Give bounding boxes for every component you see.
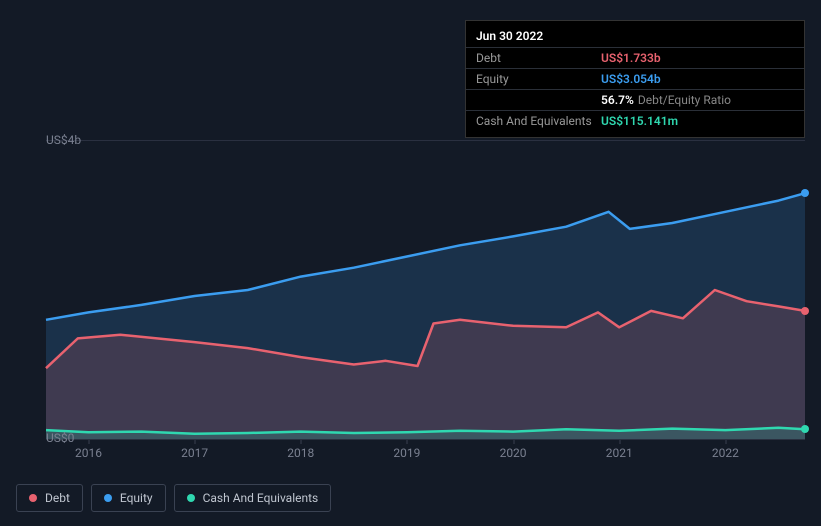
tooltip-row: DebtUS$1.733b [466, 47, 804, 68]
tooltip-row: 56.7%Debt/Equity Ratio [466, 89, 804, 110]
tooltip-row-label [476, 93, 601, 107]
x-axis-label: 2022 [712, 446, 739, 460]
tooltip-rows: DebtUS$1.733bEquityUS$3.054b56.7%Debt/Eq… [466, 47, 804, 131]
equity-end-dot [801, 189, 809, 197]
tooltip-row-value: 56.7%Debt/Equity Ratio [601, 93, 731, 107]
legend-dot-icon [29, 494, 37, 502]
legend-item-cash-and-equivalents[interactable]: Cash And Equivalents [174, 484, 332, 512]
legend-dot-icon [104, 494, 112, 502]
tooltip-row-value: US$1.733b [601, 51, 661, 65]
tooltip-date: Jun 30 2022 [466, 27, 804, 47]
tooltip-row-value: US$3.054b [601, 72, 661, 86]
legend: Debt Equity Cash And Equivalents [16, 484, 331, 512]
chart-svg [46, 141, 805, 439]
cash-end-dot [801, 425, 809, 433]
tooltip-row-label: Equity [476, 72, 601, 86]
x-axis-label: 2021 [606, 446, 633, 460]
legend-dot-icon [187, 494, 195, 502]
legend-item-debt[interactable]: Debt [16, 484, 83, 512]
x-axis-label: 2016 [75, 446, 102, 460]
tooltip-ratio-label: Debt/Equity Ratio [638, 93, 731, 107]
x-axis: 2016 2017 2018 2019 2020 2021 2022 [46, 442, 805, 472]
debt-end-dot [801, 307, 809, 315]
x-axis-label: 2019 [393, 446, 420, 460]
tooltip-row-label: Debt [476, 51, 601, 65]
tooltip-row: EquityUS$3.054b [466, 68, 804, 89]
x-axis-label: 2020 [500, 446, 527, 460]
legend-label: Cash And Equivalents [203, 491, 319, 505]
legend-label: Equity [120, 491, 153, 505]
x-axis-label: 2017 [181, 446, 208, 460]
plot-area[interactable] [46, 140, 805, 440]
legend-label: Debt [45, 491, 70, 505]
x-axis-label: 2018 [287, 446, 314, 460]
chart: 2016201720182019202020212022 US$4bUS$0 [16, 120, 805, 480]
legend-item-equity[interactable]: Equity [91, 484, 166, 512]
